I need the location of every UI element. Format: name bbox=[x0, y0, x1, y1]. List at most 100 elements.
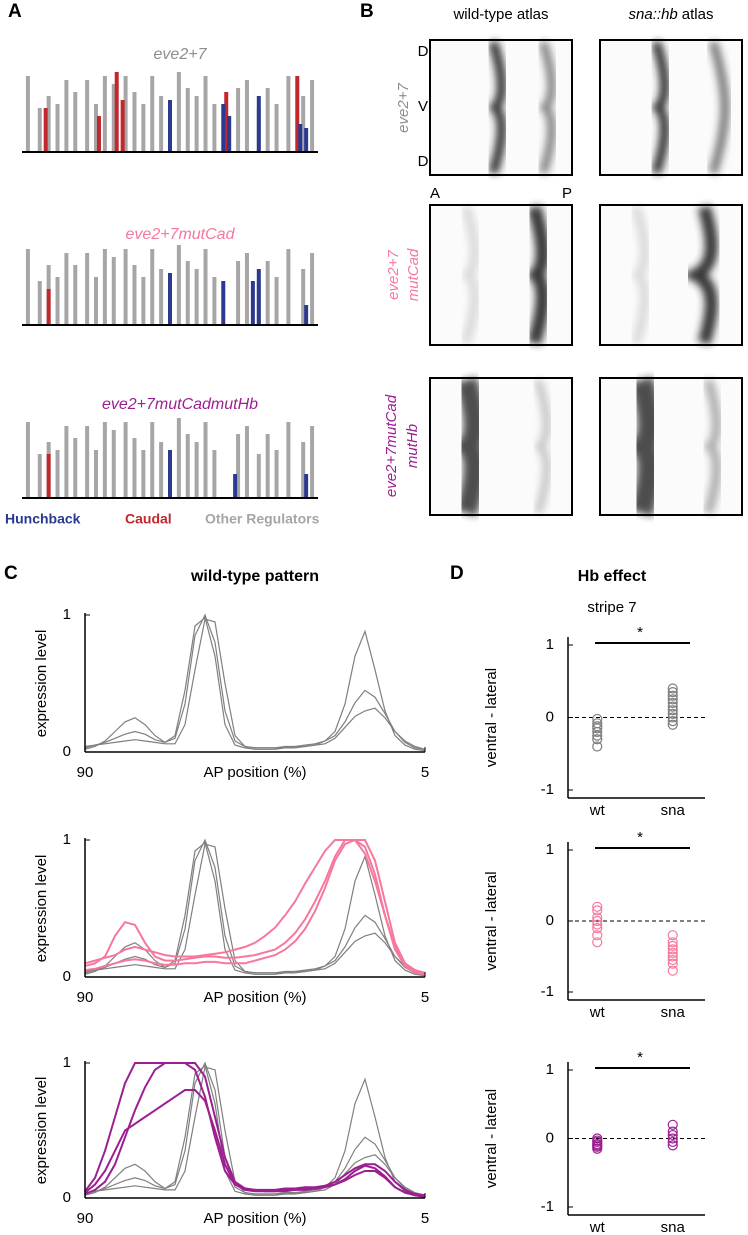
column-header-rest: atlas bbox=[682, 6, 714, 23]
binding-site bbox=[274, 104, 279, 152]
binding-site bbox=[64, 253, 69, 325]
x-tick-label: wt bbox=[589, 802, 606, 819]
binding-site bbox=[212, 450, 217, 498]
binding-site bbox=[111, 430, 116, 498]
y-tick-label: -1 bbox=[541, 781, 554, 798]
binding-site bbox=[265, 261, 270, 325]
expression-curve bbox=[84, 1062, 426, 1198]
embryo-stripe bbox=[708, 40, 730, 175]
binding-site bbox=[102, 249, 107, 325]
data-point bbox=[592, 734, 603, 745]
x-tick-label: 5 bbox=[421, 989, 429, 1006]
binding-site bbox=[176, 72, 181, 152]
y-axis-label: ventral - lateral bbox=[483, 1089, 500, 1188]
embryo-stripe bbox=[702, 378, 722, 515]
data-point bbox=[667, 683, 678, 694]
y-tick-label: 0 bbox=[546, 708, 554, 725]
binding-site bbox=[85, 253, 90, 325]
binding-site bbox=[73, 265, 78, 325]
y-tick-label: 0 bbox=[63, 968, 71, 985]
y-tick-label: 1 bbox=[546, 1061, 554, 1078]
x-tick-label: wt bbox=[589, 1004, 606, 1021]
panel-label: B bbox=[360, 1, 374, 22]
binding-site bbox=[304, 305, 309, 325]
y-tick-label: 0 bbox=[63, 1189, 71, 1206]
x-axis-label: AP position (%) bbox=[203, 989, 306, 1006]
data-point bbox=[667, 947, 678, 959]
y-tick-label: -1 bbox=[541, 983, 554, 1000]
data-point bbox=[592, 1143, 603, 1154]
chart-title: Hb effect bbox=[578, 568, 647, 585]
binding-site bbox=[85, 80, 90, 152]
y-tick-label: 1 bbox=[63, 1054, 71, 1071]
row-label: mutHb bbox=[404, 424, 421, 468]
image-frame bbox=[429, 204, 573, 346]
binding-site bbox=[25, 249, 30, 325]
legend-entry: Caudal bbox=[125, 511, 172, 527]
y-axis-label: expression level bbox=[33, 630, 50, 738]
data-point bbox=[667, 1119, 678, 1130]
binding-site bbox=[141, 104, 146, 152]
legend-entry: Hunchback bbox=[5, 511, 81, 527]
embryo-stripe bbox=[452, 376, 486, 517]
binding-site bbox=[274, 277, 279, 325]
binding-site bbox=[236, 261, 241, 325]
binding-site bbox=[194, 442, 199, 498]
x-tick-label: 90 bbox=[77, 1210, 94, 1227]
binding-site bbox=[46, 289, 51, 325]
data-point bbox=[667, 716, 678, 727]
expression-curve bbox=[84, 1064, 426, 1198]
binding-site bbox=[227, 116, 232, 152]
binding-site bbox=[159, 442, 164, 498]
binding-site bbox=[102, 422, 107, 498]
binding-site bbox=[286, 422, 291, 498]
binding-site bbox=[244, 426, 249, 498]
data-point bbox=[592, 915, 603, 927]
embryo-stripe bbox=[538, 40, 557, 175]
data-point bbox=[592, 930, 603, 941]
embryo-stripe bbox=[630, 205, 650, 345]
binding-site bbox=[256, 96, 261, 152]
binding-site bbox=[304, 128, 309, 152]
binding-site bbox=[55, 277, 60, 325]
binding-site bbox=[73, 92, 78, 152]
data-point bbox=[592, 922, 603, 934]
binding-site bbox=[212, 277, 217, 325]
binding-site bbox=[111, 84, 116, 152]
binding-site bbox=[96, 116, 101, 152]
binding-site bbox=[94, 104, 98, 152]
row-label: eve2+7 bbox=[385, 250, 402, 300]
x-tick-label: wt bbox=[589, 1219, 606, 1235]
binding-site bbox=[310, 426, 315, 498]
binding-site bbox=[25, 422, 30, 498]
binding-site bbox=[224, 92, 229, 152]
data-point bbox=[667, 940, 678, 951]
binding-site bbox=[159, 269, 164, 325]
binding-site bbox=[304, 474, 309, 498]
y-axis-label: ventral - lateral bbox=[483, 668, 500, 767]
row-label: mutCad bbox=[405, 248, 422, 301]
data-point bbox=[592, 919, 603, 930]
binding-site bbox=[37, 281, 42, 325]
embryo-stripe bbox=[526, 204, 550, 346]
legend-entry: Other Regulators bbox=[205, 511, 320, 527]
binding-site bbox=[194, 96, 199, 152]
binding-site bbox=[310, 253, 315, 325]
binding-site bbox=[132, 438, 137, 498]
binding-site bbox=[141, 277, 146, 325]
binding-site bbox=[114, 72, 119, 152]
binding-site bbox=[55, 450, 60, 498]
panel-label: D bbox=[450, 563, 464, 584]
chart-title: wild-type pattern bbox=[190, 568, 319, 585]
binding-site bbox=[123, 249, 128, 325]
row-label: eve2+7mutCad bbox=[383, 394, 400, 497]
expression-curve bbox=[84, 1061, 426, 1196]
data-point bbox=[667, 965, 678, 976]
y-axis-label: expression level bbox=[33, 1077, 50, 1185]
binding-site bbox=[256, 269, 261, 325]
expression-curve bbox=[84, 841, 426, 977]
data-point bbox=[667, 697, 678, 709]
axis-letter: P bbox=[562, 185, 572, 202]
binding-site bbox=[94, 450, 98, 498]
binding-site bbox=[46, 454, 51, 498]
